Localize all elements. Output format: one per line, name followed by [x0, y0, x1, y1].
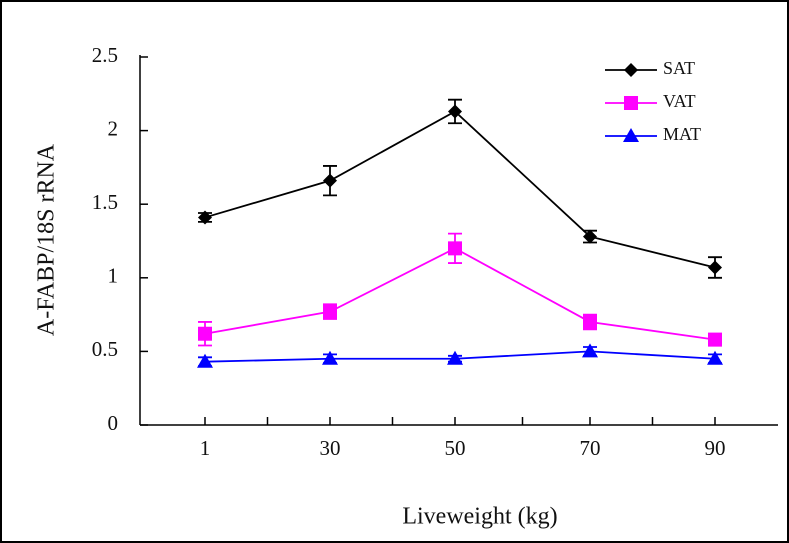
legend-label: MAT [663, 124, 701, 144]
x-tick-label: 50 [445, 436, 466, 460]
x-tick-label: 30 [320, 436, 341, 460]
y-tick-label: 2 [108, 116, 119, 140]
y-tick-label: 0.5 [92, 337, 118, 361]
legend-marker [623, 128, 639, 142]
data-point [198, 327, 212, 341]
data-point [448, 241, 462, 255]
legend-marker [624, 63, 638, 77]
y-tick-label: 1.5 [92, 190, 118, 214]
data-point [708, 260, 722, 274]
y-axis-label: A-FABP/18S rRNA [34, 143, 60, 336]
legend-label: SAT [663, 58, 695, 78]
x-tick-label: 70 [580, 436, 601, 460]
series-line [205, 248, 715, 339]
data-point [322, 351, 338, 365]
x-axis-label: Liveweight (kg) [402, 504, 557, 530]
y-tick-label: 2.5 [92, 43, 118, 67]
frame [1, 1, 788, 542]
y-tick-label: 1 [108, 264, 119, 288]
data-point [323, 174, 337, 188]
chart: Liveweight (kg) A-FABP/18S rRNA 0 0.5 1 1.5… [0, 0, 789, 543]
legend-label: VAT [663, 91, 696, 111]
data-point [583, 315, 597, 329]
data-point [582, 343, 598, 357]
y-tick-label: 0 [108, 411, 119, 435]
x-tick-label: 90 [705, 436, 726, 460]
x-tick-label: 1 [200, 436, 211, 460]
data-point [323, 305, 337, 319]
legend-marker [624, 96, 638, 110]
data-point [708, 333, 722, 347]
